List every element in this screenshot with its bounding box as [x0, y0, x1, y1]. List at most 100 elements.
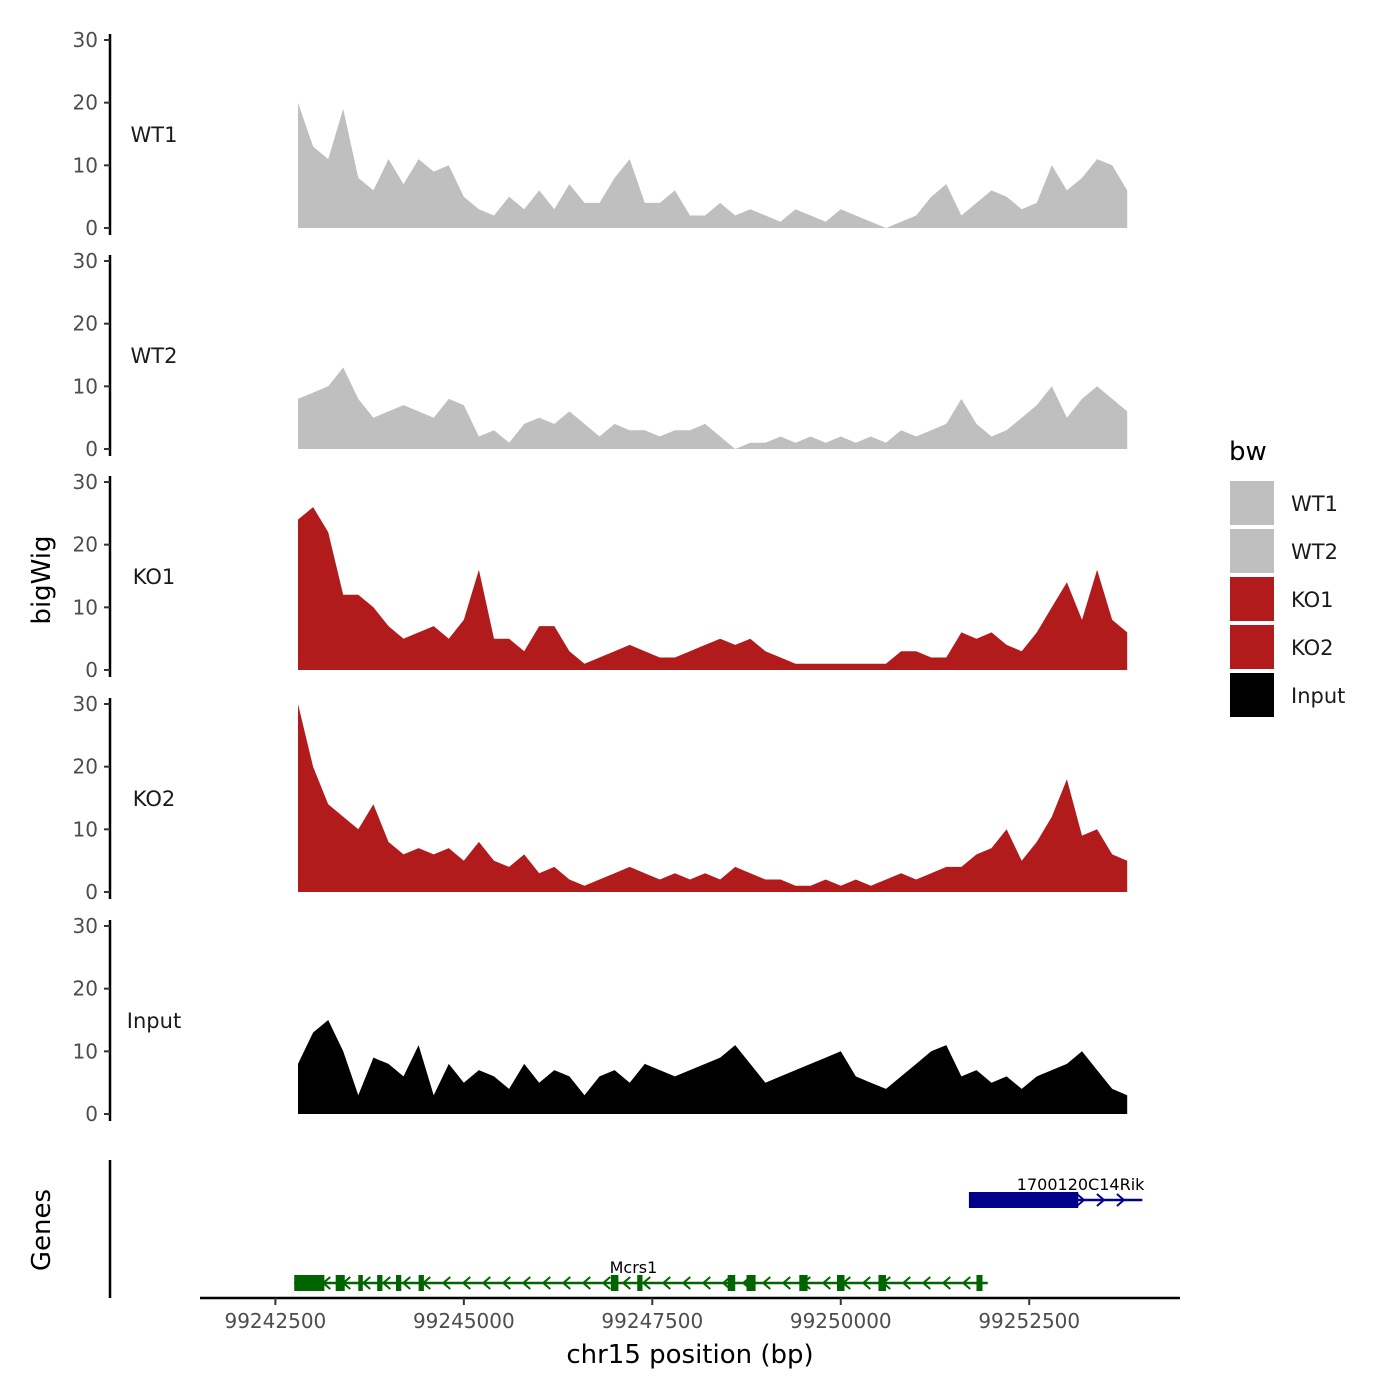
gene-exon	[610, 1275, 619, 1291]
strand-arrow	[601, 1276, 611, 1290]
strand-arrow	[701, 1276, 711, 1290]
strand-arrow	[941, 1276, 951, 1290]
y-tick-label: 10	[73, 817, 98, 841]
x-tick-label: 99242500	[224, 1309, 326, 1333]
area-input	[298, 1020, 1128, 1114]
y-tick-label: 0	[85, 658, 98, 682]
y-tick-label: 30	[73, 28, 98, 52]
gene-track: 1700120C14Rik Mcrs1	[108, 1160, 1145, 1298]
gene-exon	[799, 1275, 808, 1291]
y-tick-label: 10	[73, 374, 98, 398]
y-tick-label: 10	[73, 595, 98, 619]
gene-exon	[396, 1275, 402, 1291]
y-tick-label: 0	[85, 437, 98, 461]
y-tick-label: 20	[73, 755, 98, 779]
gene-exon	[294, 1275, 325, 1291]
strand-arrow	[1096, 1193, 1106, 1207]
legend-label: WT1	[1291, 492, 1338, 516]
legend-label: KO1	[1291, 588, 1334, 612]
strand-arrow	[501, 1276, 511, 1290]
bigwig-tracks: 0 10 20 30 WT1 0 10 20 30 WT2 0 10 20 30 KO1 0 10 20 30 KO2…	[73, 28, 1128, 1126]
gene-exon	[377, 1275, 383, 1291]
legend-label: Input	[1291, 684, 1345, 708]
strand-arrow	[641, 1276, 651, 1290]
strand-arrow	[781, 1276, 791, 1290]
area-ko2	[298, 704, 1128, 892]
legend-title: bw	[1229, 437, 1267, 467]
legend: bw WT1 WT2 KO1 KO2 Input	[1228, 437, 1345, 719]
track-wt2: 0 10 20 30 WT2	[73, 249, 1128, 461]
genes-axis-title: Genes	[27, 1189, 57, 1271]
legend-swatch	[1228, 479, 1276, 527]
strand-arrow	[381, 1276, 391, 1290]
x-axis-title: chr15 position (bp)	[566, 1340, 813, 1370]
legend-swatch	[1228, 527, 1276, 575]
y-tick-label: 10	[73, 1039, 98, 1063]
y-tick-label: 20	[73, 312, 98, 336]
gene-exon	[837, 1275, 845, 1291]
gene-exon	[637, 1275, 643, 1291]
area-wt2	[298, 367, 1128, 449]
y-tick-label: 0	[85, 1102, 98, 1126]
y-axis-title: bigWig	[27, 535, 57, 624]
strand-arrow	[921, 1276, 931, 1290]
gene-exon	[335, 1275, 345, 1291]
track-ko2: 0 10 20 30 KO2	[73, 692, 1128, 904]
strand-arrow	[541, 1276, 551, 1290]
gene-exon	[746, 1275, 756, 1291]
track-input: 0 10 20 30 Input	[73, 914, 1128, 1126]
strand-arrow	[621, 1276, 631, 1290]
gene-exon	[968, 1192, 1079, 1208]
area-ko1	[298, 507, 1128, 670]
track-label: KO1	[133, 565, 176, 589]
y-tick-label: 0	[85, 216, 98, 240]
legend-label: WT2	[1291, 540, 1338, 564]
strand-arrow	[581, 1276, 591, 1290]
gene-1700120c14rik: 1700120C14Rik	[968, 1175, 1145, 1208]
legend-swatch	[1228, 575, 1276, 623]
legend-swatch	[1228, 671, 1276, 719]
strand-arrow	[901, 1276, 911, 1290]
track-label: Input	[127, 1009, 181, 1033]
strand-arrow	[661, 1276, 671, 1290]
y-tick-label: 30	[73, 470, 98, 494]
strand-arrow	[861, 1276, 871, 1290]
legend-label: KO2	[1291, 636, 1334, 660]
y-tick-label: 10	[73, 153, 98, 177]
x-axis: 99242500 99245000 99247500 99250000 99252500	[200, 1296, 1180, 1333]
strand-arrow	[961, 1276, 971, 1290]
x-tick-label: 99250000	[790, 1309, 892, 1333]
y-tick-label: 0	[85, 880, 98, 904]
gene-mcrs1: Mcrs1	[294, 1258, 988, 1291]
y-tick-label: 20	[73, 91, 98, 115]
gene-exon	[727, 1275, 736, 1291]
track-wt1: 0 10 20 30 WT1	[73, 28, 1128, 240]
strand-arrow	[561, 1276, 571, 1290]
gene-label: Mcrs1	[610, 1258, 658, 1277]
x-tick-label: 99245000	[413, 1309, 515, 1333]
strand-arrow	[361, 1276, 371, 1290]
strand-arrow	[521, 1276, 531, 1290]
x-tick-label: 99252500	[978, 1309, 1080, 1333]
strand-arrow	[481, 1276, 491, 1290]
strand-arrow	[1116, 1193, 1126, 1207]
track-label: WT2	[131, 344, 178, 368]
strand-arrow	[441, 1276, 451, 1290]
y-tick-label: 30	[73, 249, 98, 273]
track-ko1: 0 10 20 30 KO1	[73, 470, 1128, 682]
track-label: KO2	[133, 787, 176, 811]
strand-arrow	[461, 1276, 471, 1290]
strand-arrow	[1076, 1193, 1086, 1207]
y-tick-label: 30	[73, 914, 98, 938]
strand-arrow	[401, 1276, 411, 1290]
gene-exon	[878, 1275, 886, 1291]
x-tick-label: 99247500	[601, 1309, 703, 1333]
y-tick-label: 20	[73, 977, 98, 1001]
gene-exon	[358, 1275, 363, 1291]
legend-swatch	[1228, 623, 1276, 671]
gene-exon	[976, 1275, 983, 1291]
y-tick-label: 30	[73, 692, 98, 716]
y-tick-label: 20	[73, 533, 98, 557]
gene-exon	[418, 1275, 424, 1291]
